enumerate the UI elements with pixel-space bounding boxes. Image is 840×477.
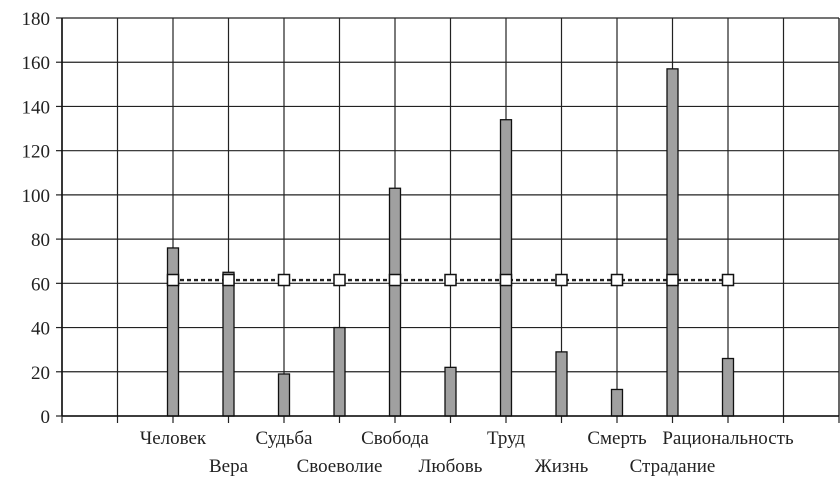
average-marker	[222, 273, 235, 287]
average-marker	[555, 273, 568, 287]
y-tick-label: 160	[22, 53, 51, 74]
bar	[555, 351, 568, 417]
bar	[222, 271, 235, 417]
average-marker	[721, 273, 735, 287]
y-tick-label: 0	[41, 407, 51, 428]
average-marker	[610, 273, 624, 287]
average-marker	[333, 273, 346, 287]
bar	[499, 119, 513, 417]
y-tick-label: 120	[22, 142, 51, 163]
y-tick-label: 180	[22, 9, 51, 30]
bars	[166, 68, 735, 417]
axes	[56, 17, 840, 423]
average-line	[166, 273, 735, 287]
y-tick-label: 40	[31, 319, 50, 340]
x-category-label: Жизнь	[535, 456, 589, 477]
x-category-label: Вера	[209, 456, 249, 477]
x-category-label: Труд	[487, 428, 525, 449]
bar	[388, 187, 402, 417]
x-category-label: Страдание	[630, 456, 716, 477]
average-marker	[388, 273, 402, 287]
y-tick-labels: 0 20 40 60 80 100 120 140 160 180	[22, 9, 51, 428]
average-marker	[499, 273, 513, 287]
x-category-label: Человек	[140, 428, 207, 449]
y-tick-label: 60	[31, 274, 50, 295]
y-tick-label: 100	[22, 186, 51, 207]
x-category-label: Смерть	[587, 428, 647, 449]
average-marker	[277, 273, 291, 287]
x-category-label: Любовь	[419, 456, 483, 477]
x-category-label: Судьба	[256, 428, 314, 449]
x-category-label: Своеволие	[297, 456, 383, 477]
bar	[721, 357, 735, 417]
average-marker	[444, 273, 457, 287]
bar	[166, 247, 180, 417]
bar	[333, 326, 346, 417]
bar	[444, 366, 457, 417]
average-marker	[666, 273, 679, 287]
y-tick-label: 20	[31, 363, 50, 384]
bar	[610, 388, 624, 417]
y-tick-label: 140	[22, 97, 51, 118]
x-category-label: Свобода	[361, 428, 429, 449]
average-marker	[166, 273, 180, 287]
x-category-label: Рациональность	[662, 428, 794, 449]
bar	[277, 373, 291, 417]
bar	[666, 68, 679, 417]
y-tick-label: 80	[31, 230, 50, 251]
